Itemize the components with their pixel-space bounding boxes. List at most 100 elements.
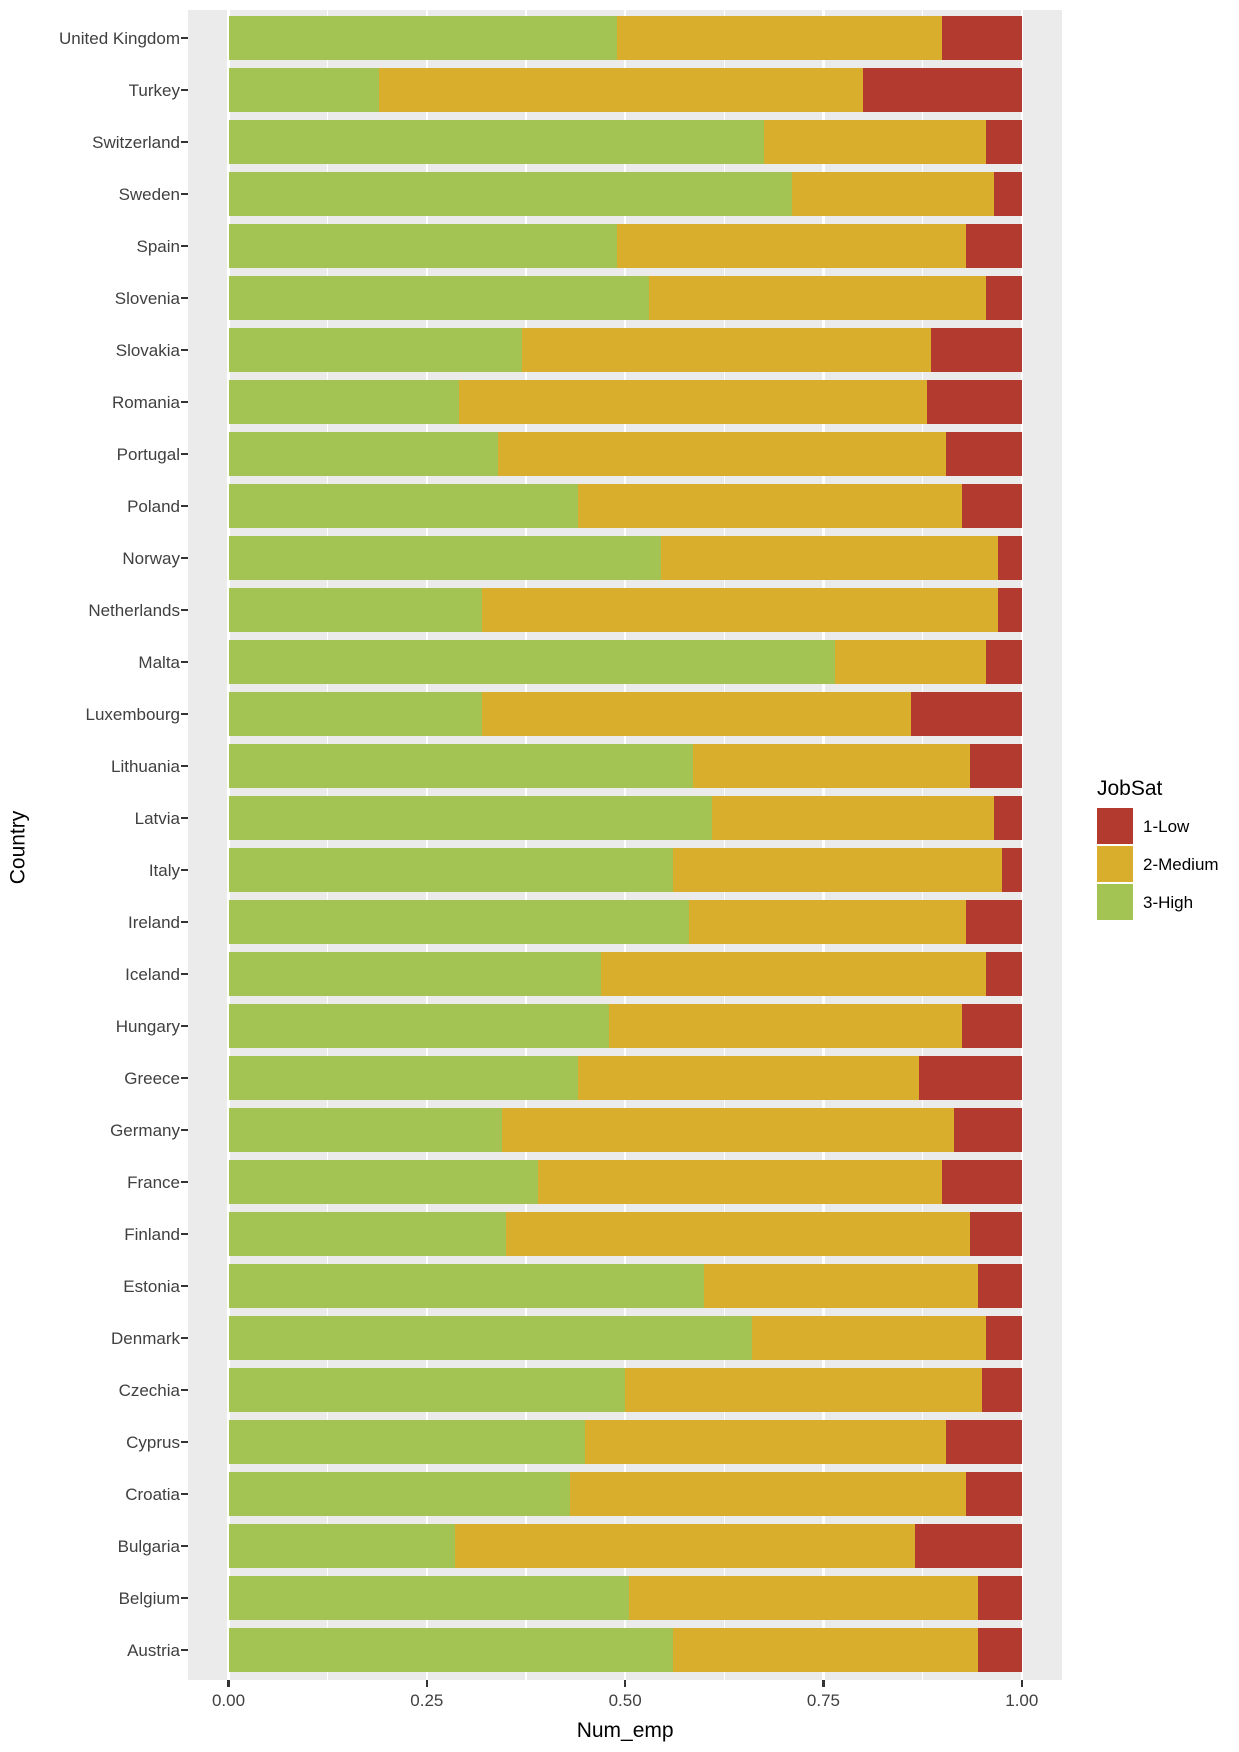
- gridline-minor: [921, 10, 924, 1680]
- bar-segment-3-high: [228, 484, 578, 528]
- bar-segment-2-medium: [522, 328, 931, 372]
- bar-row: [228, 1472, 1022, 1516]
- bar-segment-3-high: [228, 276, 649, 320]
- y-axis-title: Country: [6, 810, 30, 885]
- gridline-minor: [326, 10, 329, 1680]
- bar-row: [228, 380, 1022, 424]
- bar-segment-3-high: [228, 1316, 753, 1360]
- y-axis-label: Sweden: [118, 185, 180, 204]
- bar-segment-3-high: [228, 1472, 570, 1516]
- bar-segment-1-low: [966, 1472, 1022, 1516]
- y-axis-tick: [181, 36, 188, 40]
- y-axis-label: Germany: [110, 1121, 180, 1140]
- y-axis-label: Romania: [111, 393, 180, 412]
- bar-row: [228, 1160, 1022, 1204]
- bar-segment-2-medium: [569, 1472, 967, 1516]
- bar-row: [228, 588, 1022, 632]
- bar-row: [228, 1264, 1022, 1308]
- bar-segment-2-medium: [601, 952, 987, 996]
- bar-segment-1-low: [914, 1524, 1022, 1568]
- bar-segment-2-medium: [585, 1420, 947, 1464]
- bar-segment-3-high: [228, 1056, 578, 1100]
- y-axis-label: Norway: [122, 549, 180, 568]
- y-axis-label: United Kingdom: [59, 29, 180, 48]
- bar-segment-1-low: [978, 1628, 1022, 1672]
- x-axis-title: Num_emp: [576, 1719, 674, 1742]
- bar-segment-1-low: [970, 1212, 1022, 1256]
- y-axis-tick: [181, 88, 188, 92]
- y-axis-tick: [181, 400, 188, 404]
- bar-segment-3-high: [228, 796, 713, 840]
- plot-panel: [188, 10, 1062, 1680]
- bar-segment-3-high: [228, 328, 523, 372]
- y-axis-tick: [181, 1284, 188, 1288]
- x-axis-tick: [425, 1680, 429, 1687]
- x-axis-tick-label: 1.00: [1005, 1691, 1039, 1710]
- bar-segment-2-medium: [629, 1576, 979, 1620]
- bar-segment-1-low: [942, 16, 1022, 60]
- y-axis-label: Luxembourg: [85, 705, 180, 724]
- y-axis-tick: [181, 556, 188, 560]
- bar-segment-2-medium: [648, 276, 987, 320]
- x-axis-tick-label: 0.50: [608, 1691, 642, 1710]
- bar-segment-1-low: [994, 172, 1022, 216]
- bar-segment-2-medium: [688, 900, 967, 944]
- y-axis-label: Turkey: [128, 81, 180, 100]
- bar-row: [228, 172, 1022, 216]
- bar-segment-1-low: [986, 1316, 1022, 1360]
- bar-row: [228, 640, 1022, 684]
- x-axis-tick: [1020, 1680, 1024, 1687]
- y-axis-label: Austria: [127, 1641, 180, 1660]
- bar-segment-1-low: [962, 1004, 1022, 1048]
- legend-item: 1-Low: [1097, 808, 1237, 844]
- gridline-major: [623, 10, 627, 1680]
- y-axis-tick: [181, 660, 188, 664]
- y-axis-label: Malta: [138, 653, 180, 672]
- bar-row: [228, 692, 1022, 736]
- y-axis-tick: [181, 1336, 188, 1340]
- y-axis-label: Iceland: [125, 965, 180, 984]
- bar-segment-2-medium: [502, 1108, 955, 1152]
- bar-segment-3-high: [228, 1004, 610, 1048]
- y-axis-tick: [181, 972, 188, 976]
- bar-row: [228, 484, 1022, 528]
- bar-segment-1-low: [978, 1576, 1022, 1620]
- bar-row: [228, 328, 1022, 372]
- bar-row: [228, 952, 1022, 996]
- bar-segment-3-high: [228, 1108, 503, 1152]
- bar-row: [228, 796, 1022, 840]
- bar-segment-1-low: [982, 1368, 1022, 1412]
- bar-segment-2-medium: [482, 692, 911, 736]
- bar-segment-3-high: [228, 16, 618, 60]
- y-axis-label: Spain: [136, 237, 180, 256]
- bar-segment-1-low: [966, 900, 1022, 944]
- bar-segment-3-high: [228, 1420, 586, 1464]
- y-axis-label: Latvia: [134, 809, 180, 828]
- y-axis-label: Estonia: [123, 1277, 180, 1296]
- y-axis-tick: [181, 1648, 188, 1652]
- legend-item-label: 1-Low: [1143, 817, 1190, 836]
- bar-segment-1-low: [1001, 848, 1022, 892]
- bar-segment-2-medium: [672, 848, 1002, 892]
- bar-segment-1-low: [910, 692, 1022, 736]
- bar-row: [228, 432, 1022, 476]
- y-axis-label: Czechia: [118, 1381, 180, 1400]
- bar-segment-2-medium: [763, 120, 987, 164]
- bar-segment-1-low: [946, 1420, 1022, 1464]
- bar-segment-3-high: [228, 1264, 705, 1308]
- y-axis-tick: [181, 1492, 188, 1496]
- bar-segment-3-high: [228, 172, 792, 216]
- bar-segment-2-medium: [835, 640, 987, 684]
- legend-swatch: [1097, 884, 1133, 920]
- bar-segment-2-medium: [617, 16, 943, 60]
- y-axis-label: Portugal: [116, 445, 180, 464]
- bar-segment-3-high: [228, 1524, 455, 1568]
- bar-segment-3-high: [228, 68, 380, 112]
- bar-segment-2-medium: [625, 1368, 983, 1412]
- bar-row: [228, 1056, 1022, 1100]
- bar-segment-1-low: [926, 380, 1022, 424]
- bar-row: [228, 68, 1022, 112]
- gridline-minor: [723, 10, 726, 1680]
- bar-segment-3-high: [228, 1628, 673, 1672]
- bar-segment-3-high: [228, 1212, 507, 1256]
